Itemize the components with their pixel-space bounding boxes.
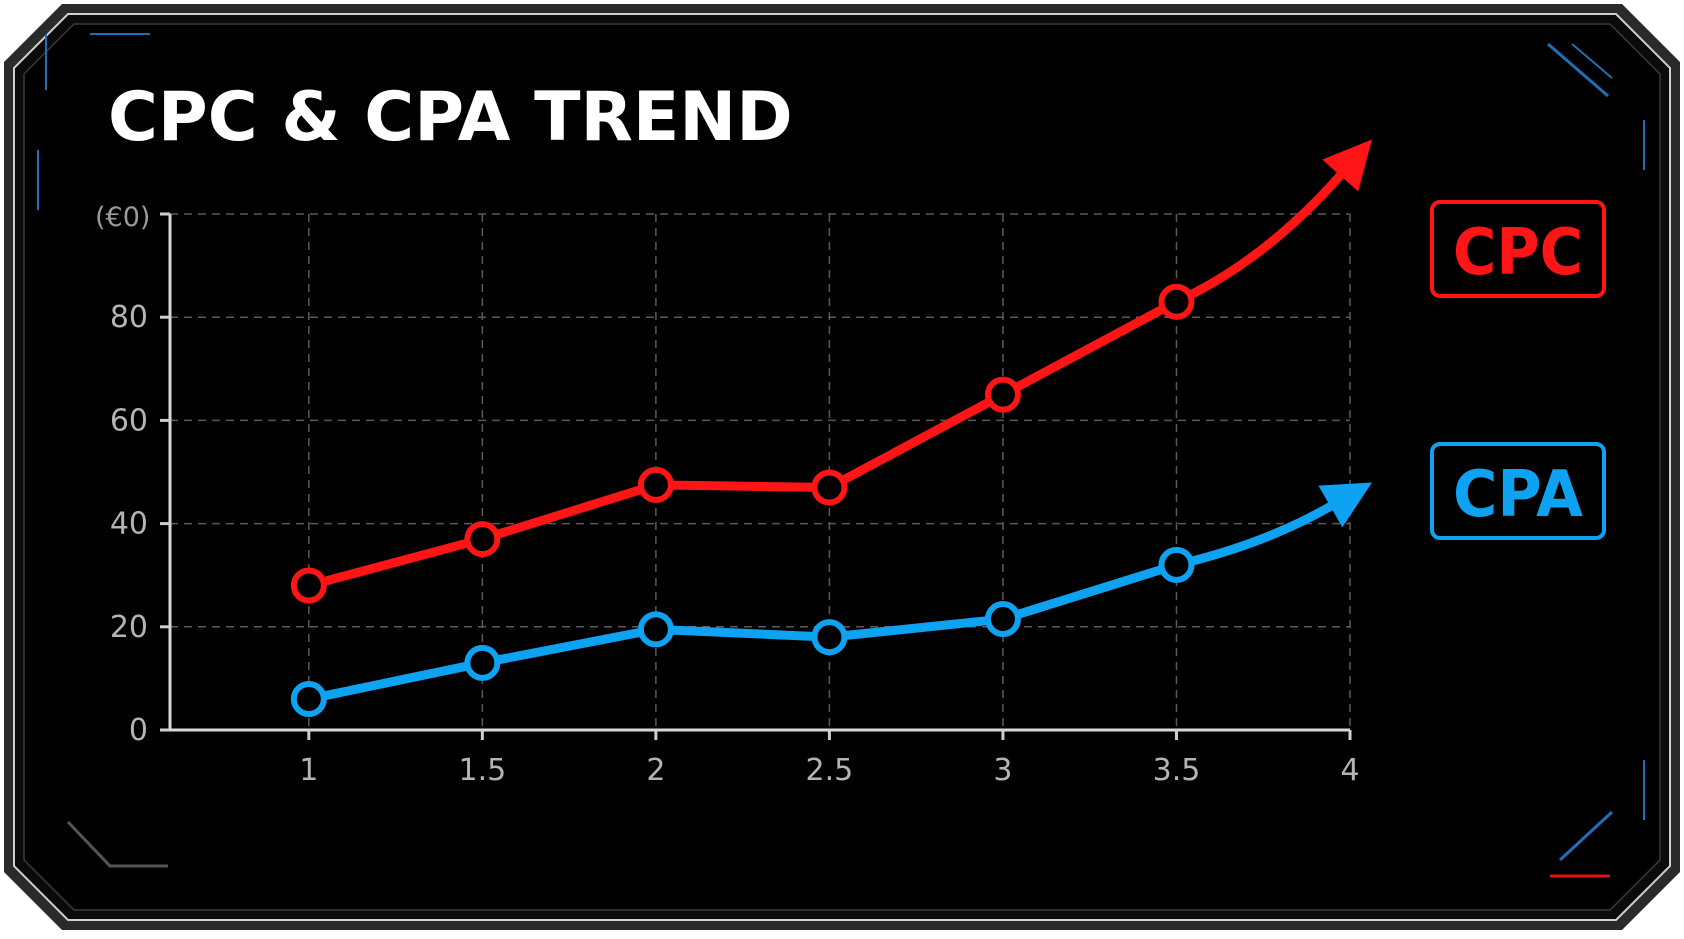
x-tick-label: 4 bbox=[1340, 753, 1359, 788]
data-point-cpa bbox=[637, 611, 674, 648]
data-point-cpa bbox=[984, 601, 1021, 638]
data-point-cpa bbox=[464, 644, 501, 681]
x-tick-label: 1.5 bbox=[458, 753, 506, 788]
legend: CPC CPA bbox=[1430, 200, 1606, 540]
y-tick-label: 40 bbox=[110, 507, 148, 542]
chart-title: CPC & CPA TREND bbox=[108, 78, 793, 157]
data-point-cpa bbox=[811, 619, 848, 656]
series-layer bbox=[290, 139, 1372, 718]
x-tick-label: 2 bbox=[646, 753, 665, 788]
data-point-cpc bbox=[637, 466, 674, 503]
trend-line-cpc bbox=[1171, 170, 1345, 307]
y-tick-label: 20 bbox=[110, 610, 148, 645]
y-axis-ticks: 0 20 40 60 80 bbox=[110, 212, 170, 748]
y-axis-unit-label: (€0) bbox=[95, 202, 150, 233]
series-cpc bbox=[290, 139, 1372, 604]
y-tick-label: 80 bbox=[110, 300, 148, 335]
trend-line-cpa bbox=[1171, 501, 1335, 570]
trend-arrowhead-cpa bbox=[1318, 482, 1372, 528]
data-point-cpc bbox=[464, 521, 501, 558]
x-tick-label: 2.5 bbox=[806, 753, 854, 788]
x-tick-label: 3.5 bbox=[1153, 753, 1201, 788]
data-point-cpc bbox=[1158, 283, 1195, 320]
panel-frame bbox=[4, 4, 1680, 930]
x-tick-label: 1 bbox=[299, 753, 318, 788]
legend-item-cpa: CPA bbox=[1430, 442, 1606, 540]
x-axis-ticks: 1 1.5 2 2.5 3 3.5 4 bbox=[299, 730, 1360, 788]
trend-arrowhead-cpc bbox=[1322, 139, 1372, 192]
data-point-cpa bbox=[1158, 546, 1195, 583]
x-tick-label: 3 bbox=[993, 753, 1012, 788]
data-point-cpc bbox=[811, 469, 848, 506]
series-cpa bbox=[290, 482, 1372, 718]
legend-label: CPA bbox=[1453, 458, 1583, 532]
legend-label: CPC bbox=[1453, 216, 1583, 290]
axes bbox=[168, 214, 1350, 732]
y-tick-label: 0 bbox=[129, 713, 148, 748]
y-tick-label: 60 bbox=[110, 403, 148, 438]
data-point-cpa bbox=[290, 681, 327, 718]
data-point-cpc bbox=[290, 567, 327, 604]
legend-box bbox=[1430, 442, 1606, 540]
data-point-cpc bbox=[984, 376, 1021, 413]
legend-box bbox=[1430, 200, 1606, 298]
series-line-cpc bbox=[304, 297, 1181, 591]
legend-item-cpc: CPC bbox=[1430, 200, 1606, 298]
series-line-cpa bbox=[304, 560, 1181, 704]
